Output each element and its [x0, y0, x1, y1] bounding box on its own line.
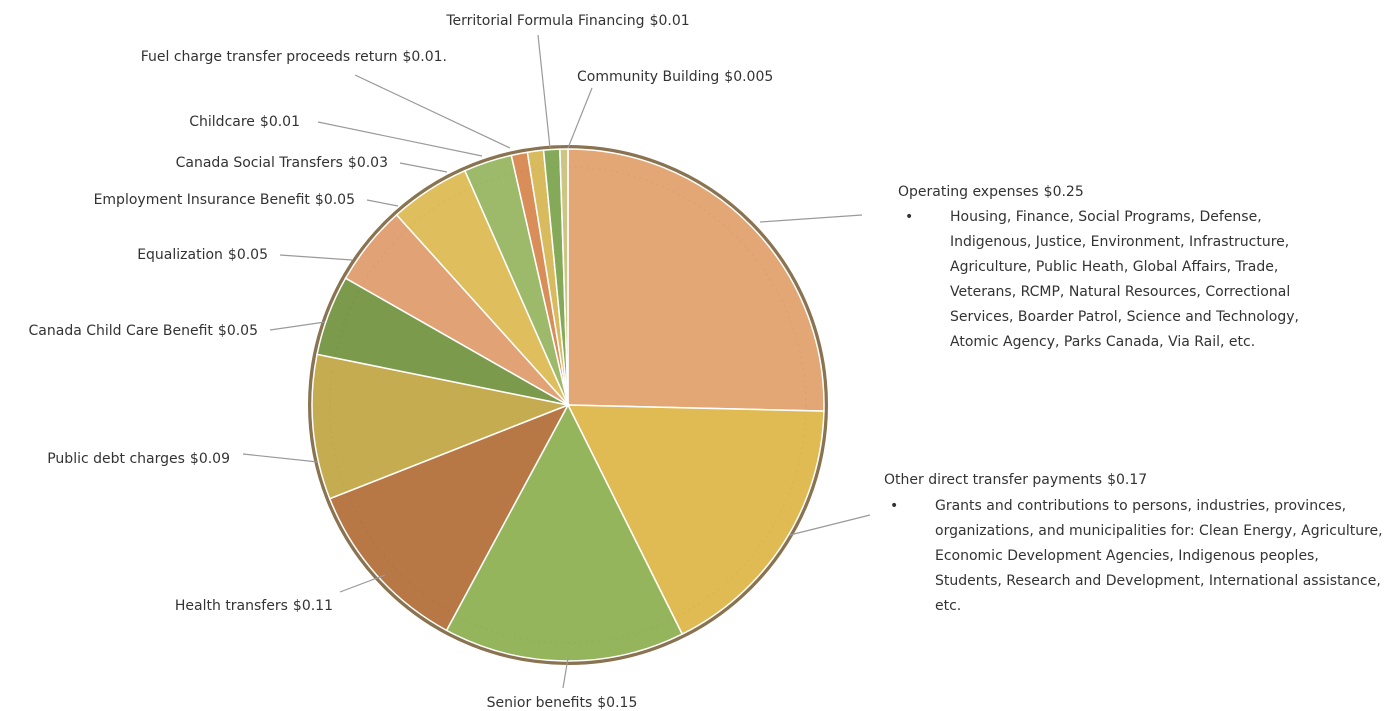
pie-slice [568, 149, 824, 411]
leader-line [280, 255, 352, 260]
leader-line [270, 322, 325, 330]
value-label: $0.17 [1107, 472, 1147, 488]
category-name: Canada Child Care Benefit [29, 323, 214, 339]
category-name: Operating expenses [898, 184, 1039, 200]
category-name: Health transfers [175, 598, 288, 614]
value-label: $0.09 [190, 451, 230, 467]
category-name: Employment Insurance Benefit [94, 192, 311, 208]
value-label: $0.11 [293, 598, 333, 614]
slice-label: Childcare $0.01 [189, 114, 300, 130]
category-name: Public debt charges [47, 451, 185, 467]
leader-line [243, 454, 318, 462]
value-label: $0.25 [1044, 184, 1084, 200]
slice-label: Canada Child Care Benefit$0.05 [29, 323, 258, 339]
category-name: Fuel charge transfer proceeds return [141, 49, 398, 65]
detail-text: Housing, Finance, Social Programs, Defen… [950, 205, 1345, 355]
value-label: $0.01 [260, 114, 300, 130]
category-name: Other direct transfer payments [884, 472, 1102, 488]
leader-line [400, 163, 447, 172]
slice-label: Other direct transfer payments $0.17 [884, 472, 1147, 488]
leader-line [340, 575, 385, 592]
slice-label: Territorial Formula Financing $0.01 [445, 13, 689, 29]
value-label: $0.03 [348, 155, 388, 171]
category-name: Equalization [137, 247, 223, 263]
slice-label: Operating expenses $0.25 [898, 184, 1084, 200]
value-label: $0.15 [597, 695, 637, 711]
slice-label: Community Building $0.005 [577, 69, 773, 85]
leader-line [538, 35, 550, 148]
slice-label: Canada Social Transfers $0.03 [176, 155, 388, 171]
leader-line [568, 88, 592, 148]
value-label: $0.05 [315, 192, 355, 208]
page: Operating expenses $0.25 Other direct tran… [0, 0, 1396, 711]
slice-label: Senior benefits$0.15 [487, 695, 638, 711]
slice-detail: •Housing, Finance, Social Programs, Defe… [905, 205, 1345, 355]
slice-label: Health transfers $0.11 [175, 598, 333, 614]
category-name: Territorial Formula Financing [445, 13, 644, 29]
value-label: $0.01. [402, 49, 447, 65]
slice-detail: •Grants and contributions to persons, in… [890, 494, 1390, 619]
value-label: $0.05 [228, 247, 268, 263]
slice-label: Employment Insurance Benefit$0.05 [94, 192, 355, 208]
slice-label: Equalization $0.05 [137, 247, 268, 263]
leader-line [318, 122, 482, 156]
value-label: $0.005 [724, 69, 773, 85]
value-label: $0.05 [218, 323, 258, 339]
category-name: Canada Social Transfers [176, 155, 343, 171]
leader-line [367, 200, 398, 206]
leader-line [355, 75, 510, 148]
leader-line [760, 215, 862, 222]
bullet: • [890, 494, 935, 619]
bullet: • [905, 205, 950, 355]
value-label: $0.01 [650, 13, 690, 29]
category-name: Community Building [577, 69, 719, 85]
slice-label: Fuel charge transfer proceeds return$0.0… [141, 49, 447, 65]
category-name: Senior benefits [487, 695, 593, 711]
detail-text: Grants and contributions to persons, ind… [935, 494, 1390, 619]
category-name: Childcare [189, 114, 255, 130]
slice-label: Public debt charges $0.09 [47, 451, 230, 467]
